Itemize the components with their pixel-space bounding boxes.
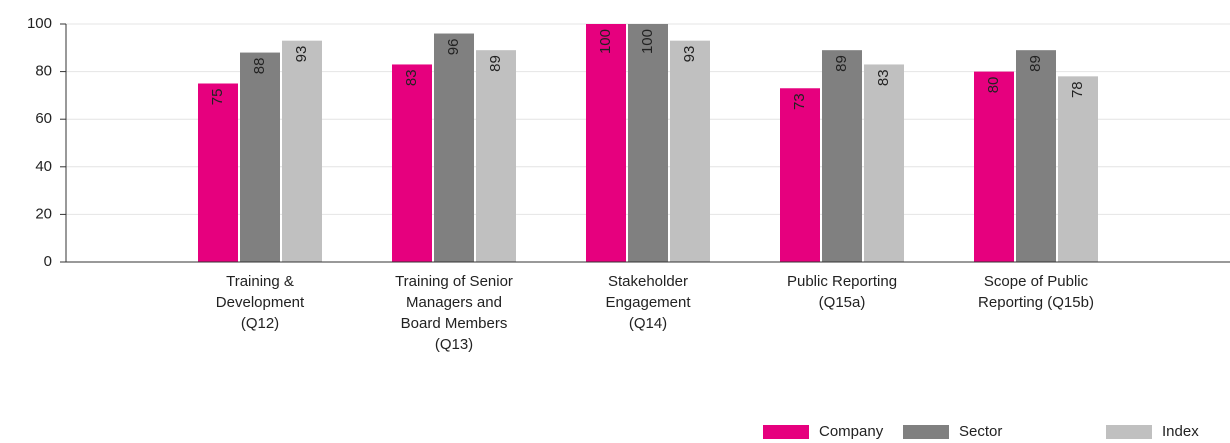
legend-swatch [763,425,809,439]
x-tick-label: Scope of Public Reporting (Q15b) [978,273,1094,311]
y-tick-label: 100 [27,15,52,32]
data-label: 73 [791,93,808,110]
bar [282,40,322,262]
x-tick-label: Training & Development (Q12) [216,273,305,332]
data-label: 100 [597,29,614,54]
y-tick-label: 80 [35,63,52,80]
data-label: 83 [875,69,892,86]
bar [392,64,432,263]
data-label: 89 [1027,55,1044,72]
bar [822,50,862,263]
legend-label: Index [1162,423,1199,440]
legend-label: Sector [959,423,1002,440]
legend-swatch [903,425,949,439]
data-label: 83 [403,69,420,86]
bar [670,40,710,262]
data-label: 80 [985,77,1002,94]
data-label: 93 [681,46,698,63]
data-label: 88 [251,58,268,75]
bar [974,71,1014,262]
data-label: 78 [1069,81,1086,98]
x-tick-label: Public Reporting (Q15a) [787,273,897,311]
data-label: 89 [487,55,504,72]
data-label: 100 [639,29,656,54]
legend-label: Company [819,423,884,440]
bar [198,83,238,262]
x-tick-label: Stakeholder Engagement (Q14) [605,273,691,332]
bar [864,64,904,263]
bar [586,24,626,262]
legend-swatch [1106,425,1152,439]
bar [1016,50,1056,263]
bar [780,88,820,262]
data-label: 96 [445,39,462,56]
bar [434,33,474,262]
y-tick-label: 60 [35,110,52,127]
x-tick-label: Training of Senior Managers and Board Memb… [395,273,513,353]
y-tick-label: 40 [35,158,52,175]
bar [240,52,280,263]
bar [476,50,516,263]
data-label: 75 [209,89,226,106]
data-label: 89 [833,55,850,72]
y-tick-label: 0 [44,253,52,270]
bar [1058,76,1098,262]
y-tick-label: 20 [35,205,52,222]
bar [628,24,668,262]
data-label: 93 [293,46,310,63]
